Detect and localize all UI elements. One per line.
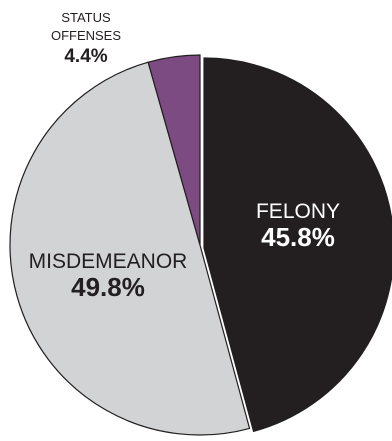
data-label-status-offenses: 4.4% <box>64 46 107 67</box>
data-label-misdemeanor: 49.8% <box>71 272 145 302</box>
pie-slice-misdemeanor <box>9 61 251 436</box>
category-label-misdemeanor: MISDEMEANOR <box>29 250 188 273</box>
category-label-felony: FELONY <box>256 200 340 223</box>
category-label-status-offenses: STATUS <box>61 10 111 25</box>
pie-slice-felony <box>203 57 392 433</box>
data-label-felony: 45.8% <box>261 222 335 252</box>
pie-slice-status-offenses <box>147 54 201 246</box>
category-label-status-offenses: OFFENSES <box>51 28 121 43</box>
